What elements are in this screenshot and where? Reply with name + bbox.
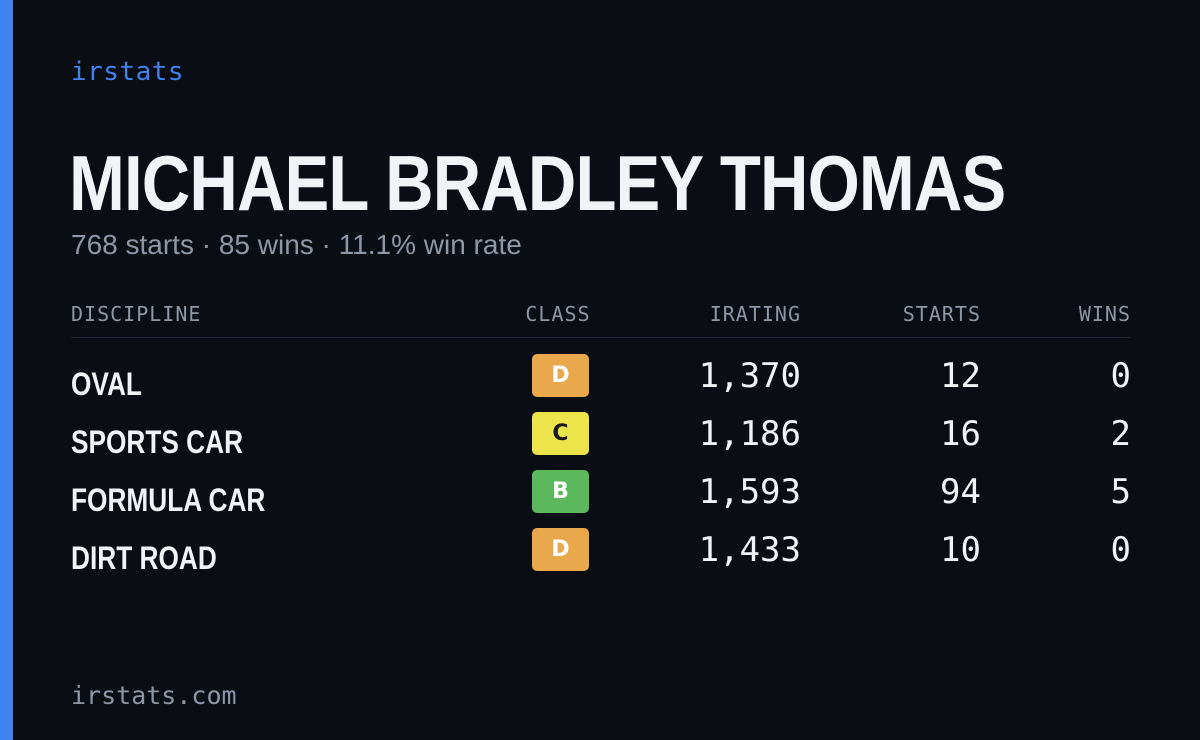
column-header-discipline: DISCIPLINE [71, 302, 202, 326]
irating-value: 1,370 [698, 356, 801, 396]
starts-value: 10 [940, 530, 981, 570]
license-class-badge: D [532, 354, 589, 397]
license-class-badge: C [532, 412, 589, 455]
column-header-irating: IRATING [709, 302, 801, 326]
table-row-formula-car: FORMULA CAR B 1,593 94 5 [71, 470, 1131, 528]
discipline-name: OVAL [71, 366, 142, 402]
license-class-badge: B [532, 470, 589, 513]
discipline-stats-table: DISCIPLINE CLASS IRATING STARTS WINS OVA… [71, 300, 1131, 576]
irating-value: 1,186 [698, 414, 801, 454]
discipline-name: SPORTS CAR [71, 424, 244, 460]
brand-logo-text[interactable]: irstats [71, 57, 185, 87]
discipline-name: DIRT ROAD [71, 540, 217, 576]
table-row-sports-car: SPORTS CAR C 1,186 16 2 [71, 412, 1131, 470]
column-header-class: CLASS [525, 302, 591, 326]
table-row-oval: OVAL D 1,370 12 0 [71, 354, 1131, 412]
column-header-starts: STARTS [902, 302, 981, 326]
wins-value: 0 [1110, 530, 1131, 570]
irating-value: 1,433 [698, 530, 801, 570]
table-header-row: DISCIPLINE CLASS IRATING STARTS WINS [71, 300, 1131, 338]
starts-value: 94 [940, 472, 981, 512]
player-name-title: MICHAEL BRADLEY THOMAS [69, 139, 1006, 227]
table-row-dirt-road: DIRT ROAD D 1,433 10 0 [71, 528, 1131, 586]
wins-value: 5 [1110, 472, 1131, 512]
license-class-badge: D [532, 528, 589, 571]
column-header-wins: WINS [1078, 302, 1131, 326]
career-summary: 768 starts · 85 wins · 11.1% win rate [71, 229, 522, 260]
wins-value: 2 [1110, 414, 1131, 454]
starts-value: 16 [940, 414, 981, 454]
irating-value: 1,593 [698, 472, 801, 512]
footer-domain-link[interactable]: irstats.com [71, 681, 237, 710]
wins-value: 0 [1110, 356, 1131, 396]
discipline-name: FORMULA CAR [71, 482, 266, 518]
accent-bar [0, 0, 13, 740]
starts-value: 12 [940, 356, 981, 396]
